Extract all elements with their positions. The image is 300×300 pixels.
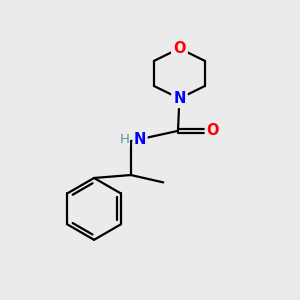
Text: O: O — [173, 41, 186, 56]
Text: O: O — [206, 123, 219, 138]
Text: N: N — [134, 132, 146, 147]
Text: N: N — [173, 91, 186, 106]
Text: H: H — [119, 133, 129, 146]
